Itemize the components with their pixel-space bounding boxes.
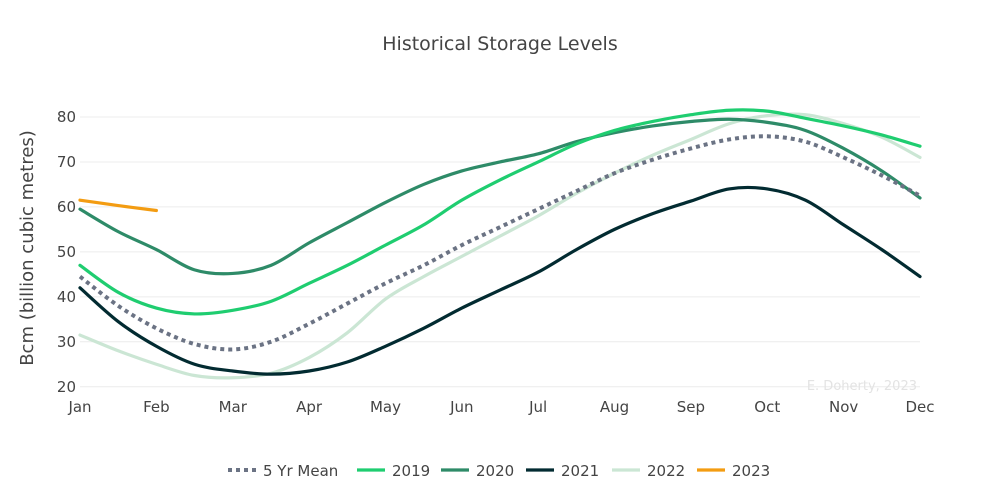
- legend-label: 5 Yr Mean: [263, 462, 338, 480]
- watermark-annotation: E. Doherty, 2023: [807, 379, 917, 394]
- x-tick-label: Oct: [754, 398, 780, 416]
- y-tick-label: 30: [57, 333, 76, 351]
- y-tick-label: 80: [57, 108, 76, 126]
- legend-item-5-yr-mean[interactable]: 5 Yr Mean: [228, 462, 338, 480]
- series-line-2023: [78, 198, 158, 213]
- series-line-2021: [78, 185, 922, 376]
- y-tick-label: 70: [57, 153, 76, 171]
- series-line-5-yr-mean: [78, 134, 921, 352]
- legend-item-2020[interactable]: 2020: [441, 462, 514, 480]
- y-tick-labels: 20 30 40 50 60 70 80: [57, 108, 76, 396]
- chart-title: Historical Storage Levels: [382, 33, 617, 55]
- legend-label: 2022: [647, 462, 685, 480]
- legend-label: 2020: [476, 462, 514, 480]
- series-line-2020: [78, 117, 922, 276]
- x-tick-label: Feb: [143, 398, 170, 416]
- legend-label: 2019: [392, 462, 430, 480]
- x-tick-label: May: [370, 398, 401, 416]
- series-line-2022: [78, 112, 922, 380]
- legend-label: 2021: [561, 462, 599, 480]
- series-lines: [78, 108, 922, 380]
- x-tick-label: Jun: [449, 398, 473, 416]
- legend-label: 2023: [732, 462, 770, 480]
- legend: 5 Yr Mean 2019 2020 2021 2022 2023: [228, 462, 770, 480]
- y-tick-label: 20: [57, 378, 76, 396]
- x-tick-label: Jan: [67, 398, 91, 416]
- x-tick-label: Sep: [677, 398, 705, 416]
- x-tick-label: Aug: [600, 398, 629, 416]
- y-axis-label: Bcm (billion cubic metres): [17, 130, 38, 366]
- legend-item-2019[interactable]: 2019: [357, 462, 430, 480]
- x-tick-label: Jul: [528, 398, 547, 416]
- x-tick-label: Dec: [905, 398, 934, 416]
- x-tick-label: Nov: [829, 398, 858, 416]
- series-line-2019: [78, 108, 922, 316]
- y-tick-label: 50: [57, 243, 76, 261]
- legend-item-2023[interactable]: 2023: [697, 462, 770, 480]
- x-tick-labels: Jan Feb Mar Apr May Jun Jul Aug Sep Oct Nov Dec: [67, 398, 934, 416]
- y-tick-label: 40: [57, 288, 76, 306]
- x-tick-label: Apr: [296, 398, 323, 416]
- legend-item-2021[interactable]: 2021: [526, 462, 599, 480]
- legend-item-2022[interactable]: 2022: [612, 462, 685, 480]
- x-tick-label: Mar: [219, 398, 248, 416]
- y-tick-label: 60: [57, 198, 76, 216]
